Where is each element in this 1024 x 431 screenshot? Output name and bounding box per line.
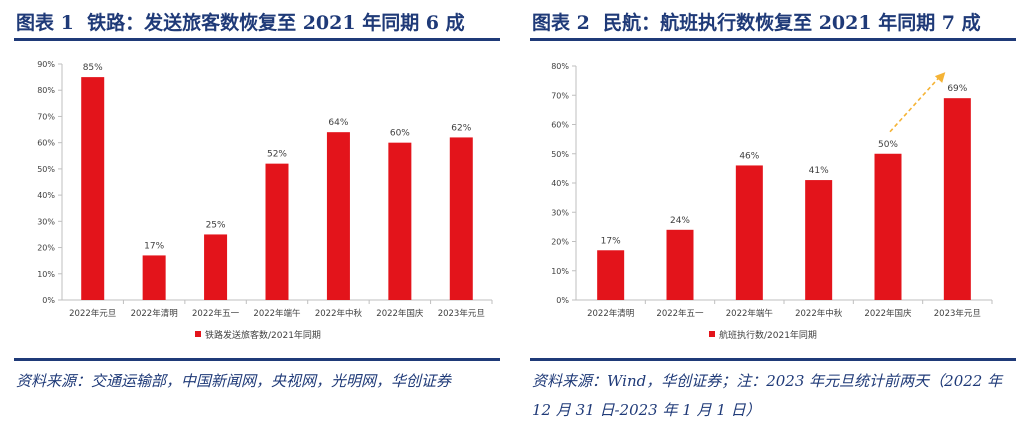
figure-title: 图表 2 民航：航班执行数恢复至 2021 年同期 7 成 <box>532 8 981 35</box>
figure-panel-aviation: 图表 2 民航：航班执行数恢复至 2021 年同期 7 成 0% 10% 20% 30… <box>516 0 1024 431</box>
y-tick-label: 80% <box>551 62 569 71</box>
y-tick-label: 0% <box>556 296 569 305</box>
y-tick-label: 40% <box>551 179 569 188</box>
x-tick-label: 2022年元旦 <box>69 308 116 319</box>
y-tick-label: 60% <box>37 139 55 148</box>
source-rule <box>14 358 500 361</box>
y-tick-label: 10% <box>37 270 55 279</box>
bar <box>666 229 694 300</box>
y-tick-label: 10% <box>551 267 569 276</box>
y-tick-label: 50% <box>37 165 55 174</box>
x-tick-label: 2022年国庆 <box>864 308 912 319</box>
y-tick-label: 50% <box>551 150 569 159</box>
figure-title: 图表 1 铁路：发送旅客数恢复至 2021 年同期 6 成 <box>16 8 465 35</box>
rail-bar-chart: 0% 10% 20% 30% 40% 50% 60% 70% 80% 90% 85% 2022年元旦 1… <box>37 60 493 341</box>
y-tick-label: 20% <box>551 238 569 247</box>
aviation-bar-chart: 0% 10% 20% 30% 40% 50% 60% 70% 80% 17% 2022年清明 24% 2… <box>551 62 993 341</box>
bar <box>943 98 971 300</box>
data-label: 17% <box>144 241 164 251</box>
x-tick-label: 2022年国庆 <box>376 308 424 319</box>
x-tick-label: 2023年元旦 <box>934 308 981 319</box>
legend-label: 铁路发送旅客数/2021年同期 <box>205 329 321 341</box>
data-label: 25% <box>206 220 226 230</box>
bar <box>735 165 763 300</box>
data-label: 62% <box>451 123 471 133</box>
x-tick-label: 2022年清明 <box>131 308 178 319</box>
y-tick-label: 0% <box>42 296 55 305</box>
data-label: 64% <box>328 118 348 128</box>
bar <box>204 234 228 300</box>
y-tick-label: 80% <box>37 86 55 95</box>
figure-panel-rail: 图表 1 铁路：发送旅客数恢复至 2021 年同期 6 成 0% 10% 20% 30… <box>0 0 508 431</box>
data-label: 69% <box>947 84 967 94</box>
data-label: 60% <box>390 129 410 139</box>
chart-title: 民航：航班执行数恢复至 2021 年同期 7 成 <box>603 12 981 34</box>
y-tick-label: 40% <box>37 191 55 200</box>
bar <box>805 180 833 300</box>
x-tick-label: 2022年五一 <box>192 308 240 319</box>
source-rule <box>530 358 1016 361</box>
x-tick-label: 2022年端午 <box>253 308 301 319</box>
title-rule <box>14 38 500 41</box>
y-tick-label: 70% <box>37 112 55 121</box>
trend-arrow-head <box>934 72 946 83</box>
bar <box>449 137 473 300</box>
bar <box>597 250 625 300</box>
legend-swatch <box>195 331 201 337</box>
y-tick-label: 20% <box>37 244 55 253</box>
legend-swatch <box>709 331 715 337</box>
figure-label: 图表 2 <box>532 12 590 34</box>
y-tick-label: 70% <box>551 91 569 100</box>
legend-label: 航班执行数/2021年同期 <box>719 329 817 341</box>
chart-title: 铁路：发送旅客数恢复至 2021 年同期 6 成 <box>87 12 465 34</box>
x-tick-label: 2022年中秋 <box>315 308 363 319</box>
bar <box>326 132 350 300</box>
figure-label: 图表 1 <box>16 12 74 34</box>
data-label: 41% <box>809 166 829 176</box>
y-tick-label: 30% <box>551 208 569 217</box>
bar <box>388 142 412 300</box>
y-tick-label: 30% <box>37 217 55 226</box>
trend-arrow-line <box>889 76 940 133</box>
title-rule <box>530 38 1016 41</box>
data-label: 52% <box>267 150 287 160</box>
bar <box>81 77 105 300</box>
x-tick-label: 2022年中秋 <box>795 308 843 319</box>
source-note: 资料来源：Wind，华创证券；注：2023 年元旦统计前两天（2022 年 12… <box>532 372 1003 419</box>
x-tick-label: 2022年五一 <box>656 308 704 319</box>
data-label: 46% <box>739 151 759 161</box>
bar <box>265 163 289 300</box>
y-tick-label: 90% <box>37 60 55 69</box>
data-label: 24% <box>670 216 690 226</box>
source-note: 资料来源：交通运输部，中国新闻网，央视网，光明网，华创证券 <box>16 372 452 390</box>
bar <box>874 153 902 300</box>
y-tick-label: 60% <box>551 121 569 130</box>
data-label: 17% <box>601 236 621 246</box>
x-tick-label: 2022年清明 <box>587 308 634 319</box>
data-label: 50% <box>878 140 898 150</box>
x-tick-label: 2022年端午 <box>726 308 774 319</box>
bar <box>142 255 166 300</box>
data-label: 85% <box>83 63 103 73</box>
x-tick-label: 2023年元旦 <box>438 308 485 319</box>
